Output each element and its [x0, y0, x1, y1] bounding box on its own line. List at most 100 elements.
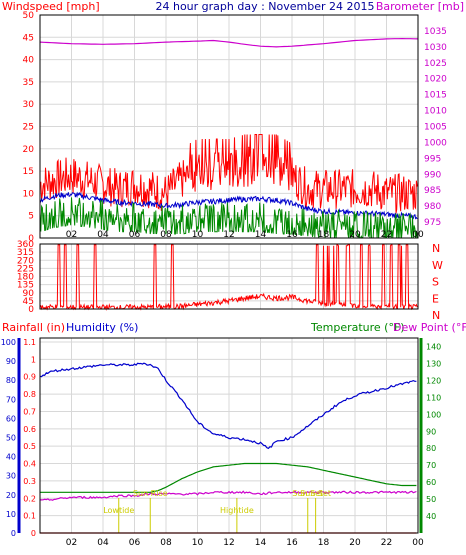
gust-line [39, 134, 418, 214]
rain-tick-label: 0.1 [23, 512, 36, 521]
event-label: Hightide [220, 506, 254, 515]
rain-tick-label: 0.4 [23, 460, 36, 469]
baro-tick-label: 975 [424, 218, 441, 228]
dewpoint-label: Dew Point (°F) [393, 321, 466, 334]
x-tick-label: 02 [66, 230, 77, 240]
direction-panel-frame [39, 243, 419, 310]
humidity-tick-label: 50 [6, 434, 16, 443]
rain-tick-label: 0.6 [23, 425, 36, 434]
wind-tick-label: 35 [23, 78, 34, 88]
wind-tick-label: 15 [23, 167, 34, 177]
baro-tick-label: 980 [424, 202, 441, 212]
baro-tick-label: 995 [424, 154, 441, 164]
baro-tick-label: 990 [424, 170, 441, 180]
windspeed-label: Windspeed [mph] [2, 0, 100, 13]
event-label: Sun Set [292, 489, 323, 498]
x-tick-label: 20 [349, 538, 361, 548]
chart-title: 24 hour graph day : November 24 2015 [155, 0, 374, 13]
wind-tick-label: 40 [23, 56, 35, 66]
wind-tick-label: 45 [23, 33, 34, 43]
temperature-label: Temperature (°F) [310, 321, 405, 334]
rain-tick-label: 0 [31, 529, 36, 538]
x-tick-label: 22 [381, 538, 392, 548]
baro-tick-label: 1000 [424, 138, 447, 148]
temp-tick-label: 50 [426, 495, 436, 504]
temp-tick-label: 60 [426, 478, 436, 487]
x-tick-label: 10 [192, 538, 204, 548]
rain-tick-label: 0.8 [23, 390, 36, 399]
humidity-tick-label: 70 [6, 395, 16, 404]
humidity-tick-label: 60 [6, 414, 16, 423]
temp-tick-label: 40 [426, 512, 436, 521]
direction-tick-label: 315 [17, 248, 34, 258]
humidity-label: Humidity (%) [66, 321, 138, 334]
wind-tick-label: 5 [28, 212, 34, 222]
x-tick-label: 16 [286, 538, 298, 548]
compass-label: N [432, 242, 440, 255]
rain-panel-frame [39, 337, 419, 534]
event-label: Sun Set [300, 489, 331, 498]
humidity-tick-label: 100 [1, 338, 16, 347]
x-tick-label: 00 [412, 538, 424, 548]
temp-tick-label: 100 [426, 410, 441, 419]
compass-label: S [432, 276, 439, 289]
direction-tick-label: 180 [17, 273, 34, 283]
x-tick-label: 02 [66, 538, 77, 548]
temperature-line [40, 462, 417, 493]
rain-tick-label: 1 [31, 355, 36, 364]
rain-tick-label: 0.7 [23, 407, 36, 416]
humidity-tick-label: 90 [6, 357, 16, 366]
temp-tick-label: 90 [426, 427, 436, 436]
wind-tick-label: 50 [23, 11, 35, 21]
baro-tick-label: 1030 [424, 43, 447, 53]
speed-line [39, 197, 418, 239]
wind-panel-frame [39, 14, 419, 239]
humidity-tick-label: 10 [6, 510, 16, 519]
baro-tick-label: 985 [424, 186, 441, 196]
temp-tick-label: 120 [426, 376, 441, 385]
x-tick-label: 06 [129, 538, 141, 548]
baro-tick-label: 1015 [424, 91, 447, 101]
event-label: Lowtide [103, 506, 134, 515]
rain-tick-label: 0.5 [23, 442, 36, 451]
wind-tick-label: 0 [28, 234, 34, 244]
compass-label: E [432, 292, 439, 305]
temp-tick-label: 130 [426, 359, 441, 368]
x-tick-label: 14 [255, 230, 267, 240]
temp-tick-label: 140 [426, 342, 441, 351]
baro-tick-label: 1005 [424, 123, 447, 133]
baro-tick-label: 1025 [424, 59, 447, 69]
temp-tick-label: 110 [426, 393, 441, 402]
compass-label: W [432, 259, 443, 272]
wind-tick-label: 20 [23, 145, 35, 155]
x-tick-label: 08 [160, 538, 172, 548]
compass-label: N [432, 309, 440, 322]
direction-tick-label: 360 [17, 240, 34, 250]
baro-tick-label: 1010 [424, 107, 447, 117]
temp-tick-label: 80 [426, 444, 436, 453]
direction-tick-label: 225 [17, 264, 34, 274]
barometer-label: Barometer [mb] [376, 0, 464, 13]
baro-tick-label: 1020 [424, 75, 447, 85]
humidity-tick-label: 0 [11, 529, 16, 538]
x-tick-label: 14 [255, 538, 267, 548]
baro-tick-label: 1035 [424, 27, 447, 37]
x-tick-label: 06 [129, 230, 141, 240]
humidity-line [39, 362, 417, 450]
temp-tick-label: 70 [426, 461, 436, 470]
direction-tick-label: 90 [23, 289, 35, 299]
frames-layer [17, 14, 423, 534]
wind-tick-label: 30 [23, 100, 35, 110]
humidity-tick-label: 20 [6, 491, 16, 500]
direction-tick-label: 0 [28, 305, 34, 315]
x-tick-label: 00 [412, 230, 424, 240]
x-tick-label: 08 [160, 230, 172, 240]
x-tick-label: 10 [192, 230, 204, 240]
rain-tick-label: 0.9 [23, 373, 36, 382]
direction-tick-label: 45 [23, 297, 34, 307]
x-tick-label: 04 [97, 230, 109, 240]
wind-tick-label: 10 [23, 189, 35, 199]
